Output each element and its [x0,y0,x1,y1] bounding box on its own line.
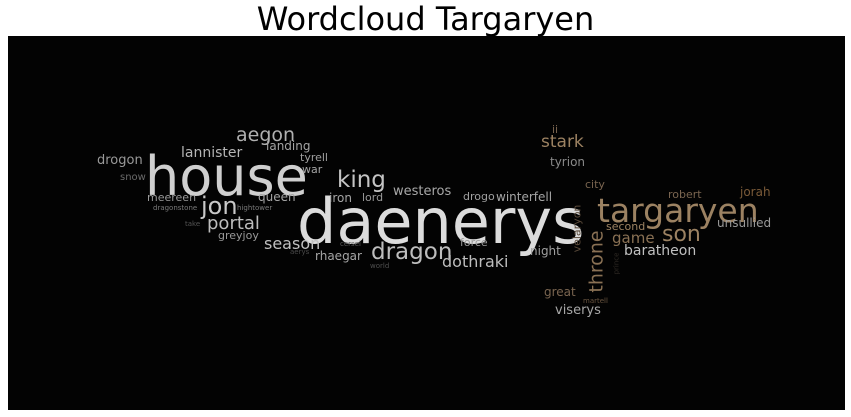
word-westeros: westeros [393,184,452,199]
word-son: son [662,222,701,247]
word-velaryon: velaryon [570,204,584,253]
word-portal: portal [207,213,260,234]
word-dothraki: dothraki [442,252,509,271]
word-city: city [585,178,605,191]
word-drogon: drogon [97,153,143,168]
word-ii: ii [552,123,559,136]
word-targaryen: targaryen [597,191,759,230]
word-unsullied: unsullied [717,216,772,230]
word-snow: snow [120,172,146,183]
word-prince: prince [612,252,621,275]
word-iron: iron [329,191,352,205]
word-hightower: hightower [237,204,273,212]
word-aerys: aerys [290,248,310,256]
word-take: take [185,220,201,228]
word-lord: lord [362,191,384,204]
word-dragonstone: dragonstone [153,204,198,212]
word-tyrell: tyrell [300,151,328,164]
word-meereen: meereen [147,191,197,204]
word-house: house [145,145,308,208]
word-baratheon: baratheon [624,243,697,259]
word-landing: landing [266,139,311,153]
word-cersei: cersei [340,240,361,248]
word-winterfell: winterfell [496,190,553,204]
word-force: force [460,236,488,249]
word-jon: jon [201,192,238,220]
word-martell: martell [583,297,608,305]
word-stark: stark [541,132,584,152]
word-jorah: jorah [740,185,771,199]
word-dragon: dragon [371,239,453,265]
word-throne: throne [585,230,608,293]
word-viserys: viserys [555,303,601,318]
word-robert: robert [668,188,702,201]
word-drogo: drogo [463,190,495,203]
word-world: world [370,262,390,270]
word-king: king [337,167,386,193]
word-game: game [612,229,655,247]
wordcloud-canvas: daenerys house targaryen dragon jon son … [8,36,845,410]
word-queen: queen [258,190,296,204]
word-greyjoy: greyjoy [218,229,259,242]
word-lannister: lannister [181,145,243,161]
word-daenerys: daenerys [297,185,585,258]
chart-title: Wordcloud Targaryen [256,0,595,38]
word-aegon: aegon [236,124,296,146]
word-second: second [606,220,646,233]
word-rhaegar: rhaegar [315,249,362,263]
word-great: great [544,285,576,299]
word-war: war [302,163,323,176]
word-tyrion: tyrion [550,155,586,169]
word-night: night [530,244,561,258]
word-season: season [264,234,321,253]
